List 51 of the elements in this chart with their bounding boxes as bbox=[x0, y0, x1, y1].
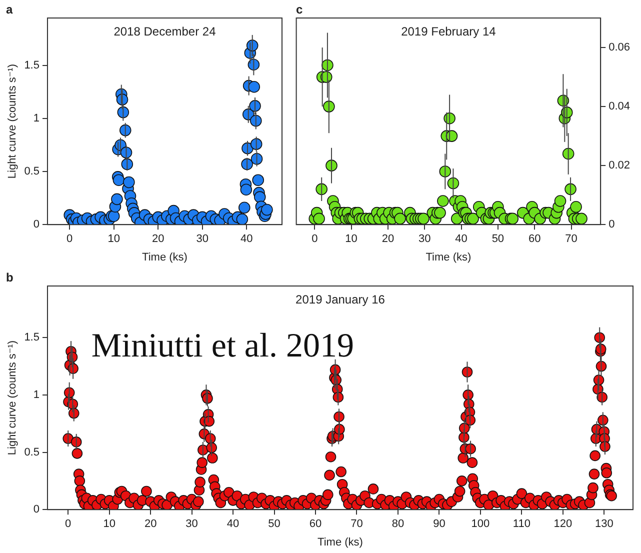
y-axis-title: Light curve (counts s⁻¹) bbox=[6, 64, 19, 179]
x-tick-label: 110 bbox=[512, 518, 530, 530]
x-tick-label: 10 bbox=[345, 233, 358, 246]
x-tick-label: 70 bbox=[565, 233, 578, 246]
x-tick-label: 10 bbox=[108, 233, 120, 246]
x-tick-label: 40 bbox=[226, 518, 240, 530]
x-tick-label: 30 bbox=[186, 518, 198, 530]
x-axis-title: Time (ks) bbox=[426, 251, 472, 264]
x-tick-label: 10 bbox=[103, 518, 116, 530]
y-tick-label: 0.5 bbox=[24, 446, 40, 458]
x-tick-label: 50 bbox=[268, 518, 280, 530]
y2-tick-label: 0.02 bbox=[608, 160, 630, 172]
x-tick-label: 0 bbox=[312, 233, 318, 246]
annotation: Miniutti et al. 2019 bbox=[91, 328, 354, 365]
x-tick-label: 0 bbox=[66, 233, 73, 246]
text: b bbox=[6, 270, 14, 284]
x-tick-label: 90 bbox=[433, 518, 446, 530]
text: a bbox=[6, 2, 13, 16]
y-tick-label: 1 bbox=[33, 388, 40, 401]
text: 2019 January 16 bbox=[296, 292, 386, 306]
x-tick-label: 30 bbox=[418, 233, 431, 246]
y-tick-label: 0.5 bbox=[24, 166, 40, 178]
x-tick-label: 20 bbox=[382, 233, 394, 246]
y-tick-label: 0 bbox=[33, 218, 40, 231]
y2-tick-label: 0.06 bbox=[608, 42, 630, 54]
y2-tick-label: 0 bbox=[608, 218, 615, 231]
y-tick-label: 1 bbox=[33, 112, 40, 125]
text: c bbox=[296, 2, 303, 16]
y-axis-title: Light curve (counts s⁻¹) bbox=[6, 340, 19, 456]
x-tick-label: 40 bbox=[240, 233, 253, 246]
x-tick-label: 20 bbox=[152, 233, 164, 246]
x-tick-label: 80 bbox=[392, 518, 404, 530]
x-tick-label: 40 bbox=[455, 233, 468, 246]
x-tick-label: 130 bbox=[594, 518, 614, 530]
x-tick-label: 120 bbox=[554, 518, 572, 530]
x-tick-label: 70 bbox=[350, 518, 363, 530]
x-tick-label: 60 bbox=[309, 518, 322, 530]
y-tick-label: 1.5 bbox=[24, 332, 40, 344]
y-tick-label: 0 bbox=[33, 504, 40, 516]
y2-tick-label: 0.04 bbox=[608, 100, 630, 113]
x-tick-label: 50 bbox=[492, 233, 504, 246]
x-axis-title: Time (ks) bbox=[142, 251, 188, 264]
x-axis-title: Time (ks) bbox=[318, 536, 363, 548]
x-tick-label: 30 bbox=[196, 233, 208, 246]
x-tick-label: 0 bbox=[65, 518, 72, 530]
x-tick-label: 20 bbox=[144, 518, 157, 530]
y-tick-label: 1.5 bbox=[24, 60, 40, 72]
x-tick-label: 60 bbox=[528, 233, 541, 246]
text: 2018 December 24 bbox=[114, 24, 216, 38]
text: 2019 February 14 bbox=[401, 24, 496, 38]
x-tick-label: 100 bbox=[471, 518, 490, 530]
